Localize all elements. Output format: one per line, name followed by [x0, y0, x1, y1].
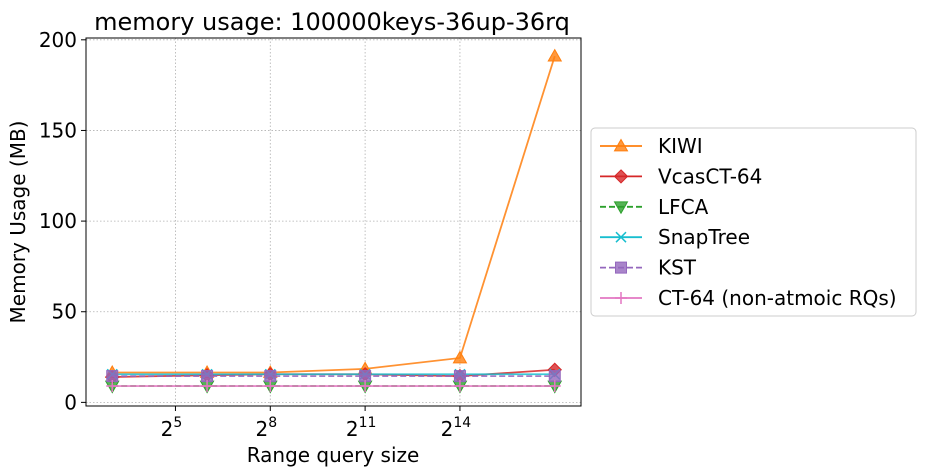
legend-marker: [615, 292, 627, 304]
y-tick-label: 150: [39, 118, 77, 142]
data-point: [359, 380, 372, 393]
data-point: [548, 370, 561, 383]
series-line: [112, 55, 556, 374]
x-tick-label: 211: [346, 415, 377, 441]
legend-label: SnapTree: [658, 225, 750, 249]
legend-marker: [615, 261, 627, 274]
legend-label: LFCA: [658, 195, 709, 219]
y-axis-label: Memory Usage (MB): [6, 121, 30, 324]
legend-marker: [613, 138, 629, 152]
data-point: [201, 380, 214, 393]
y-tick-label: 100: [39, 209, 77, 233]
series-2: [105, 362, 562, 385]
data-point: [453, 370, 466, 383]
data-point: [201, 370, 214, 383]
x-tick-label: 28: [255, 415, 277, 441]
legend-entry: SnapTree: [600, 225, 750, 249]
legend-entry: CT-64 (non-atmoic RQs): [600, 286, 897, 310]
legend-entry: KIWI: [600, 134, 703, 158]
legend-marker: [613, 169, 629, 184]
data-point: [453, 380, 466, 393]
series-6: [106, 380, 561, 393]
data-point: [106, 380, 119, 393]
legend-entry: LFCA: [600, 195, 709, 219]
legend-marker: [615, 231, 627, 243]
data-point: [547, 48, 563, 62]
legend-marker: [613, 201, 629, 215]
grid: [86, 38, 581, 406]
y-tick-label: 0: [64, 390, 77, 414]
x-ticks: 25 28 211 214: [161, 406, 472, 441]
x-axis-label: Range query size: [247, 443, 420, 467]
x-tick-label: 25: [161, 415, 183, 441]
y-ticks: 0 50 100 150 200: [39, 28, 86, 414]
legend-frame: [590, 127, 917, 317]
data-point: [106, 370, 119, 383]
data-point: [452, 350, 468, 364]
plot-frame: [85, 37, 582, 407]
legend-label: VcasCT-64: [658, 164, 762, 188]
data-point: [264, 370, 277, 383]
series-1: [104, 48, 563, 378]
chart-title: memory usage: 100000keys-36up-36rq: [94, 8, 570, 36]
series-layer: [104, 48, 563, 394]
x-tick-label: 214: [441, 415, 472, 441]
y-tick-label: 200: [39, 28, 77, 52]
data-point: [359, 370, 372, 383]
legend-label: KIWI: [658, 134, 703, 158]
legend-label: CT-64 (non-atmoic RQs): [658, 286, 897, 310]
legend: KIWI VcasCT-64 LFCA SnapTree KST CT-64 (non-a…: [590, 127, 917, 317]
legend-entry: VcasCT-64: [600, 164, 762, 188]
data-point: [264, 380, 277, 393]
legend-entry: KST: [600, 256, 697, 280]
y-tick-label: 50: [52, 300, 77, 324]
series-5: [106, 370, 561, 383]
legend-label: KST: [658, 256, 697, 280]
data-point: [548, 380, 561, 393]
